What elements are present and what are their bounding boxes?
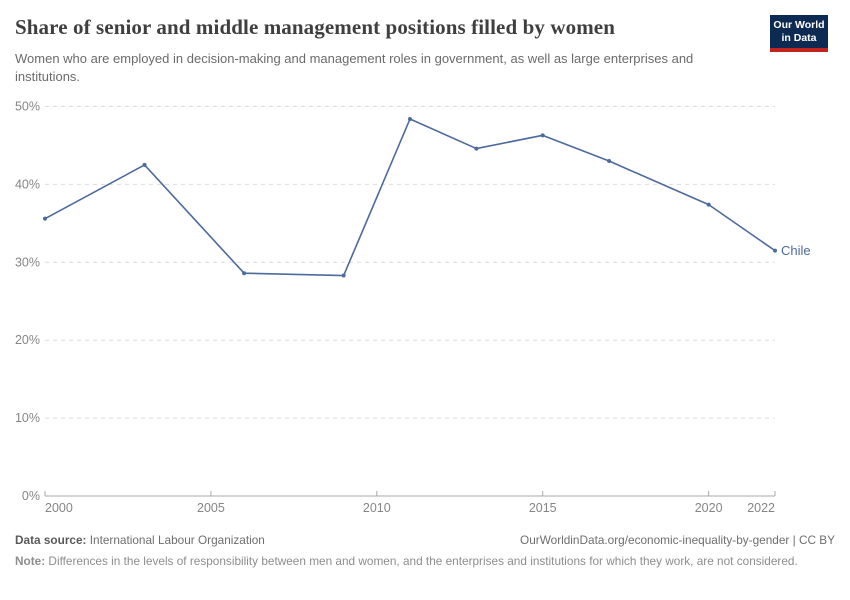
note-text: Note: Differences in the levels of respo… [15, 554, 835, 570]
data-point [706, 202, 711, 207]
y-tick-label: 10% [15, 411, 40, 425]
source-row: Data source: International Labour Organi… [15, 533, 835, 549]
data-point [474, 146, 479, 151]
x-tick-label: 2000 [45, 501, 73, 515]
chart-canvas: 0% 10% 20% 30% 40% 50% 2000 2005 2010 2015 2020 202… [15, 100, 811, 516]
page-title: Share of senior and middle management po… [15, 15, 615, 39]
owid-logo-line1: Our World [773, 19, 825, 31]
chart-footer: Data source: International Labour Organi… [15, 533, 835, 570]
data-point [540, 133, 545, 138]
y-tick-label: 0% [22, 489, 40, 503]
y-tick-label: 50% [15, 100, 40, 114]
x-tick-label: 2005 [197, 501, 225, 515]
series-line [44, 118, 776, 277]
owid-logo[interactable]: Our World in Data [770, 15, 828, 53]
owid-logo-line2: in Data [781, 32, 817, 45]
data-source-text: Data source: International Labour Organi… [15, 533, 265, 549]
owid-logo-box: Our World in Data [770, 15, 828, 49]
data-point [607, 159, 612, 164]
y-tick-label: 30% [15, 255, 40, 269]
x-tick-label: 2015 [529, 501, 557, 515]
chart-subtitle: Women who are employed in decision-makin… [15, 51, 694, 84]
series-end-label: Chile [781, 243, 811, 258]
owid-url-text[interactable]: OurWorldinData.org/economic-inequality-b… [520, 533, 835, 547]
data-point [43, 216, 47, 221]
note-value: Differences in the levels of responsibil… [45, 553, 798, 568]
data-point [773, 248, 777, 253]
data-source-value: International Labour Organization [86, 533, 265, 547]
x-tick-label: 2022 [747, 501, 775, 515]
x-tick-label: 2010 [363, 501, 391, 515]
data-point [408, 116, 412, 121]
x-tick-label: 2020 [695, 501, 723, 515]
data-point [242, 271, 247, 276]
y-tick-label: 40% [15, 177, 40, 191]
data-point [142, 162, 147, 167]
note-label: Note: [15, 553, 46, 568]
data-point [341, 273, 346, 278]
data-source-label: Data source: [15, 533, 87, 547]
owid-logo-red-bar [770, 48, 828, 53]
y-tick-label: 20% [15, 333, 40, 347]
